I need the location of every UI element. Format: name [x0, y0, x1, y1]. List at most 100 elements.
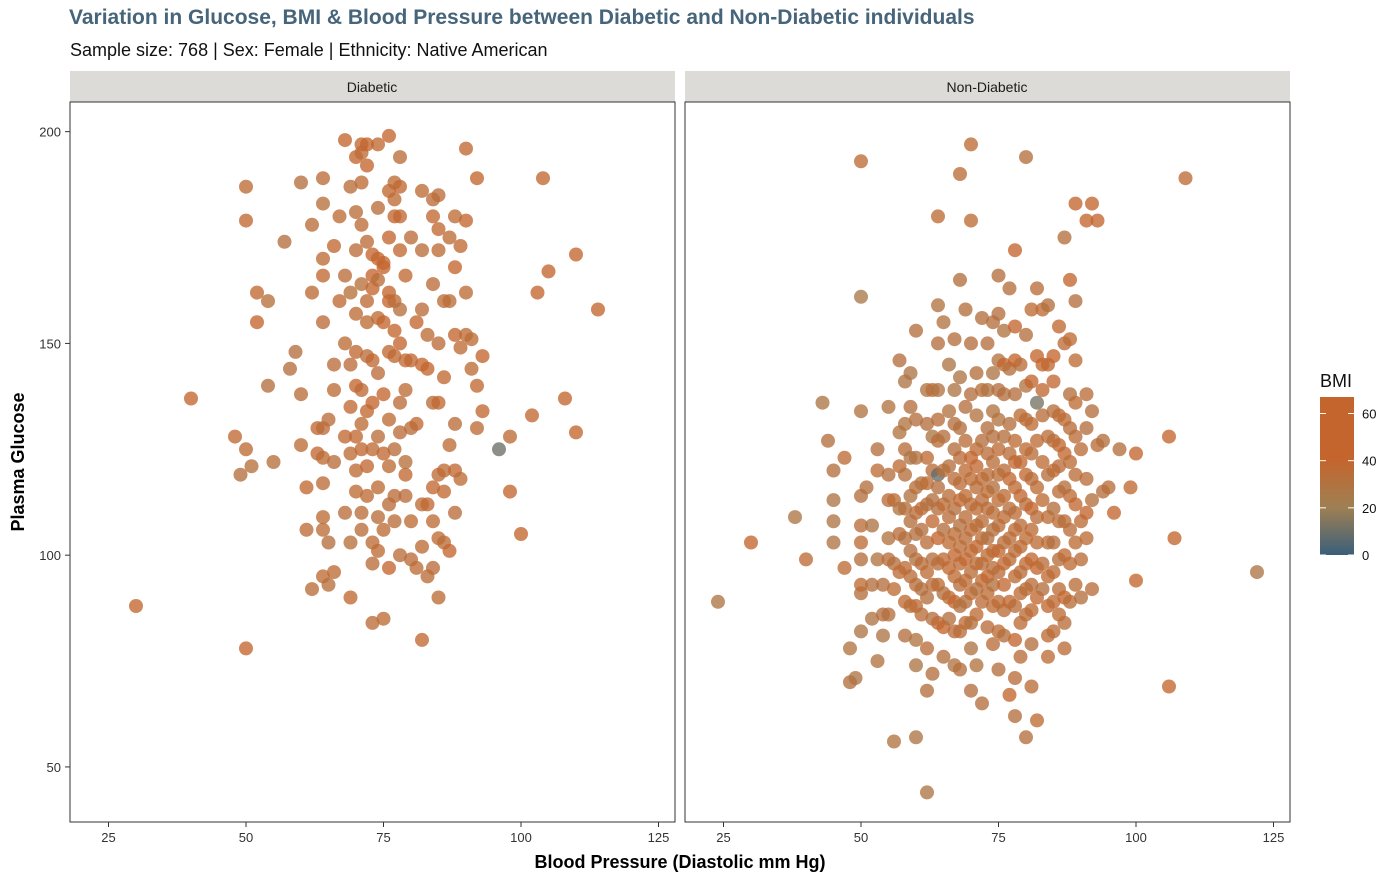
data-point [349, 344, 363, 359]
data-point [299, 480, 314, 495]
data-point [1063, 522, 1077, 537]
x-tick-label: 50 [854, 830, 868, 845]
data-point [909, 450, 923, 465]
data-point [1129, 446, 1143, 461]
data-point [1063, 594, 1077, 609]
data-point [398, 268, 413, 283]
data-point [997, 628, 1011, 643]
data-point [442, 543, 457, 558]
data-point [920, 416, 934, 431]
data-point [986, 429, 1000, 444]
data-point [129, 599, 143, 613]
data-point [1013, 357, 1028, 372]
data-point [909, 323, 923, 338]
data-point [415, 183, 429, 198]
legend-colorbar [1320, 397, 1354, 555]
data-point [541, 264, 556, 279]
data-point [980, 383, 995, 397]
data-point [815, 395, 830, 410]
data-point [321, 535, 336, 550]
data-point [514, 527, 528, 541]
data-point [1046, 594, 1061, 609]
data-point [942, 357, 956, 372]
data-point [354, 416, 369, 431]
data-point [426, 209, 440, 224]
data-point [870, 442, 885, 457]
data-point [953, 476, 967, 491]
data-point [969, 366, 984, 381]
data-point [931, 336, 945, 351]
legend-tick-label: 60 [1362, 407, 1376, 422]
data-point [371, 543, 385, 558]
data-point [376, 260, 391, 275]
data-point [909, 632, 923, 647]
data-point [1068, 467, 1083, 482]
data-point [376, 446, 391, 461]
data-point [371, 200, 385, 215]
data-point [1030, 281, 1044, 296]
data-point [382, 128, 396, 143]
data-point [343, 446, 358, 461]
data-point [986, 455, 1000, 469]
y-tick-label: 200 [39, 125, 61, 140]
data-point [354, 505, 369, 520]
data-point [316, 476, 330, 491]
data-point [376, 315, 391, 330]
data-point [294, 438, 308, 453]
data-point [332, 209, 347, 224]
data-point [854, 624, 868, 639]
data-point [382, 230, 396, 245]
data-point [991, 412, 1006, 427]
data-point [426, 560, 440, 575]
data-point [1013, 455, 1028, 469]
data-point [299, 522, 314, 537]
data-point [1008, 671, 1022, 685]
data-point [404, 353, 418, 368]
data-point [327, 357, 341, 372]
data-point [925, 666, 940, 681]
data-point [1035, 556, 1050, 571]
data-point [1008, 319, 1022, 334]
data-point [558, 391, 572, 406]
y-axis-title: Plasma Glucose [8, 392, 28, 531]
data-point [1068, 429, 1083, 444]
data-point [431, 222, 446, 237]
data-point [294, 175, 308, 190]
x-tick-label: 75 [991, 830, 1005, 845]
data-point [865, 577, 879, 592]
data-point [909, 658, 923, 673]
data-point [958, 399, 973, 414]
data-point [316, 171, 330, 186]
data-point [420, 497, 435, 512]
data-point [1002, 416, 1017, 431]
data-point [1068, 535, 1083, 550]
axes: 25 50 75 100 125 25 50 75 100 125 50 100 150 200 [39, 125, 1284, 845]
data-point [448, 327, 462, 342]
data-point [404, 514, 418, 529]
data-point [415, 243, 429, 258]
data-point [431, 336, 446, 351]
data-point [349, 429, 363, 444]
data-point [1008, 387, 1022, 402]
data-point [327, 565, 341, 580]
data-point [470, 171, 484, 186]
data-point [854, 289, 868, 304]
data-point [1063, 272, 1077, 287]
data-point [1046, 374, 1061, 389]
data-point [1008, 632, 1022, 647]
data-point [387, 514, 402, 529]
data-point [936, 429, 951, 444]
data-point [398, 455, 413, 469]
data-point [942, 459, 956, 474]
data-point [997, 323, 1011, 338]
data-point [826, 493, 841, 508]
data-point [409, 416, 424, 431]
data-point [931, 412, 945, 427]
points-diabetic [129, 128, 605, 656]
facet-non-diabetic: Non-Diabetic [684, 71, 1291, 823]
strip-diabetic [70, 71, 675, 102]
data-point [338, 336, 352, 351]
data-point [986, 366, 1000, 381]
y-tick-label: 50 [47, 760, 61, 775]
data-point [448, 416, 462, 431]
